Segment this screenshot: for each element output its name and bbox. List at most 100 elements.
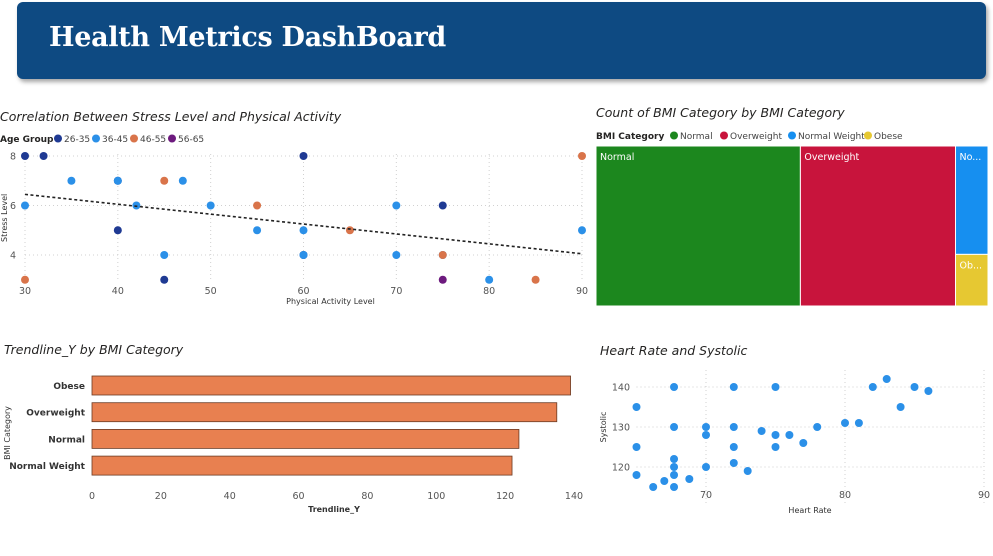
stress-point-26-35 (160, 275, 169, 284)
heart-point (702, 431, 710, 439)
heart-point (882, 375, 891, 383)
heart-point (649, 483, 658, 491)
treemap-tile (595, 145, 801, 307)
heart-point (771, 383, 780, 391)
treemap-tile-label: Overweight (804, 152, 859, 163)
treemap-tile-label: Normal (600, 152, 634, 163)
stress-point-46-55 (21, 275, 29, 284)
bar-x-tick-label: 40 (224, 491, 236, 502)
heart-point (670, 423, 679, 431)
stress-point-36-45 (253, 226, 262, 235)
heart-point (685, 475, 694, 483)
heart-x-tick-label: 70 (700, 490, 712, 501)
heart-point (632, 443, 641, 451)
stress-point-46-55 (160, 176, 169, 185)
bar-category-label: Overweight (26, 409, 85, 419)
bar-x-tick-label: 80 (361, 491, 373, 502)
stress-point-46-55 (438, 251, 447, 259)
bar-category-label: Normal (48, 435, 85, 445)
stress-x-tick-label: 80 (483, 286, 495, 297)
heart-point (771, 431, 780, 439)
heart-point (854, 419, 863, 427)
heart-point (660, 477, 669, 485)
bar-x-tick-label: 60 (293, 491, 305, 502)
bmi-legend-label: Overweight (730, 132, 782, 142)
stress-activity-scatter-chart[interactable]: Age Group 26-35 36-45 46-55 56-65 30 40 50 60 70 8… (0, 128, 600, 328)
stress-point-26-35 (299, 152, 308, 160)
stress-x-tick-label: 60 (297, 286, 309, 297)
bar-overweight (91, 402, 558, 423)
heart-x-tick-label: 80 (839, 490, 851, 501)
stress-point-56-65 (438, 275, 447, 284)
stress-point-36-45 (299, 226, 308, 235)
stress-x-tick-label: 40 (112, 286, 124, 297)
bmi-legend-swatch (720, 131, 728, 140)
stress-point-36-45 (485, 275, 494, 284)
treemap-tile-label: Ob... (960, 260, 983, 271)
stress-x-tick-label: 30 (19, 286, 31, 297)
legend-swatch-26-35 (54, 134, 62, 143)
heart-point (729, 459, 738, 467)
heart-point (670, 455, 679, 463)
bar-x-tick-label: 0 (89, 491, 95, 502)
legend-swatch-36-45 (92, 134, 100, 143)
stress-point-36-45 (113, 176, 122, 185)
heart-y-tick-label: 130 (612, 423, 630, 434)
stress-point-26-35 (39, 152, 48, 160)
heart-x-axis-title: Heart Rate (788, 506, 831, 515)
heart-point (868, 383, 877, 391)
treemap-tile (799, 145, 957, 307)
stress-point-46-55 (531, 275, 540, 284)
stress-point-26-35 (438, 201, 447, 210)
heart-point (632, 471, 641, 479)
bar-normal (91, 429, 520, 449)
treemap-chart-title: Count of BMI Category by BMI Category (596, 105, 845, 120)
bar-x-tick-label: 140 (565, 491, 583, 502)
stress-trendline (24, 193, 583, 255)
bar-category-label: Normal Weight (9, 462, 85, 472)
heart-y-tick-label: 120 (612, 463, 630, 474)
bmi-legend-swatch (670, 131, 678, 140)
bar-x-tick-label: 20 (155, 491, 167, 502)
stress-y-axis-title: Stress Level (0, 194, 9, 242)
bar-x-tick-label: 120 (496, 491, 514, 502)
bar-category-label: Obese (53, 382, 85, 392)
heart-point (702, 423, 710, 431)
legend-label-36-45: 36-45 (102, 135, 128, 145)
legend-label-46-55: 46-55 (140, 135, 166, 145)
stress-point-36-45 (67, 176, 76, 185)
treemap-tile-label: No... (960, 152, 982, 163)
stress-x-tick-label: 50 (205, 286, 217, 297)
bar-x-axis-title: Trendline_Y (308, 505, 360, 514)
stress-point-46-55 (578, 152, 586, 160)
heart-point (729, 443, 738, 451)
stress-y-tick-label: 8 (10, 152, 16, 163)
heart-point (670, 383, 679, 391)
heart-point (896, 403, 905, 411)
stress-point-46-55 (345, 226, 354, 235)
legend-swatch-46-55 (130, 134, 138, 143)
heart-chart-title: Heart Rate and Systolic (600, 343, 748, 358)
heart-systolic-scatter-chart[interactable]: 70 80 90 120 130 140 Heart Rate Systolic (598, 365, 991, 545)
bmi-category-treemap[interactable]: BMI Category Normal Overweight Normal Weigh… (592, 126, 989, 311)
stress-point-26-35 (113, 226, 122, 235)
heart-point (910, 383, 919, 391)
stress-point-36-45 (21, 201, 29, 210)
bmi-legend-swatch (788, 131, 796, 140)
heart-point (757, 427, 766, 435)
legend-swatch-56-65 (168, 134, 176, 143)
bar-normal-weight (91, 455, 513, 476)
stress-point-36-45 (299, 251, 308, 259)
heart-point (670, 463, 679, 471)
bmi-legend-title: BMI Category (596, 132, 664, 142)
heart-point (785, 431, 794, 439)
heart-point (771, 443, 780, 451)
heart-point (799, 439, 808, 447)
bar-obese (91, 375, 571, 396)
heart-point (924, 387, 933, 395)
trendline-bar-chart[interactable]: Obese Overweight Normal Normal Weight 0 20 40 6… (0, 365, 600, 545)
age-group-legend-title: Age Group (0, 135, 54, 145)
dashboard-title: Health Metrics DashBoard (49, 22, 446, 53)
stress-point-36-45 (178, 176, 187, 185)
stress-x-tick-label: 90 (576, 286, 588, 297)
